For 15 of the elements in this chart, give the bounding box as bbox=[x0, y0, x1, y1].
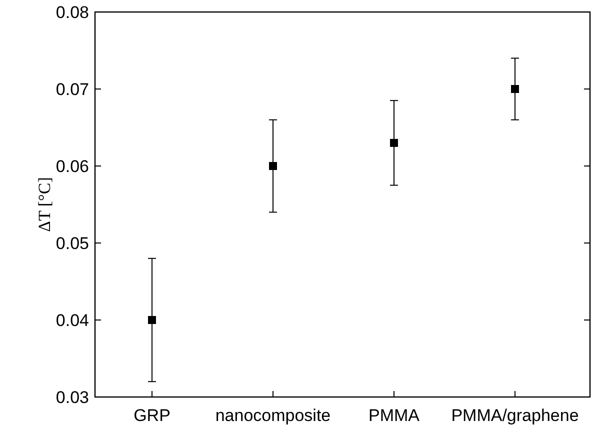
y-tick-label: 0.08 bbox=[56, 2, 89, 22]
point bbox=[390, 138, 398, 147]
y-axis-title: ΔT [°C] bbox=[35, 177, 54, 232]
x-tick-label: GRP bbox=[134, 406, 170, 425]
point bbox=[148, 316, 156, 324]
x-tick-label: nanocomposite bbox=[215, 406, 331, 425]
x-tick-label: PMMA bbox=[368, 406, 420, 425]
y-tick-label: 0.07 bbox=[56, 80, 89, 99]
point bbox=[511, 85, 519, 93]
x-tick-label: PMMA/graphene bbox=[451, 406, 579, 425]
y-tick-label: 0.05 bbox=[56, 234, 89, 253]
y-tick-label: 0.03 bbox=[56, 388, 89, 407]
y-tick-label: 0.06 bbox=[56, 156, 89, 176]
point bbox=[269, 162, 277, 170]
y-tick-label: 0.04 bbox=[56, 310, 89, 330]
